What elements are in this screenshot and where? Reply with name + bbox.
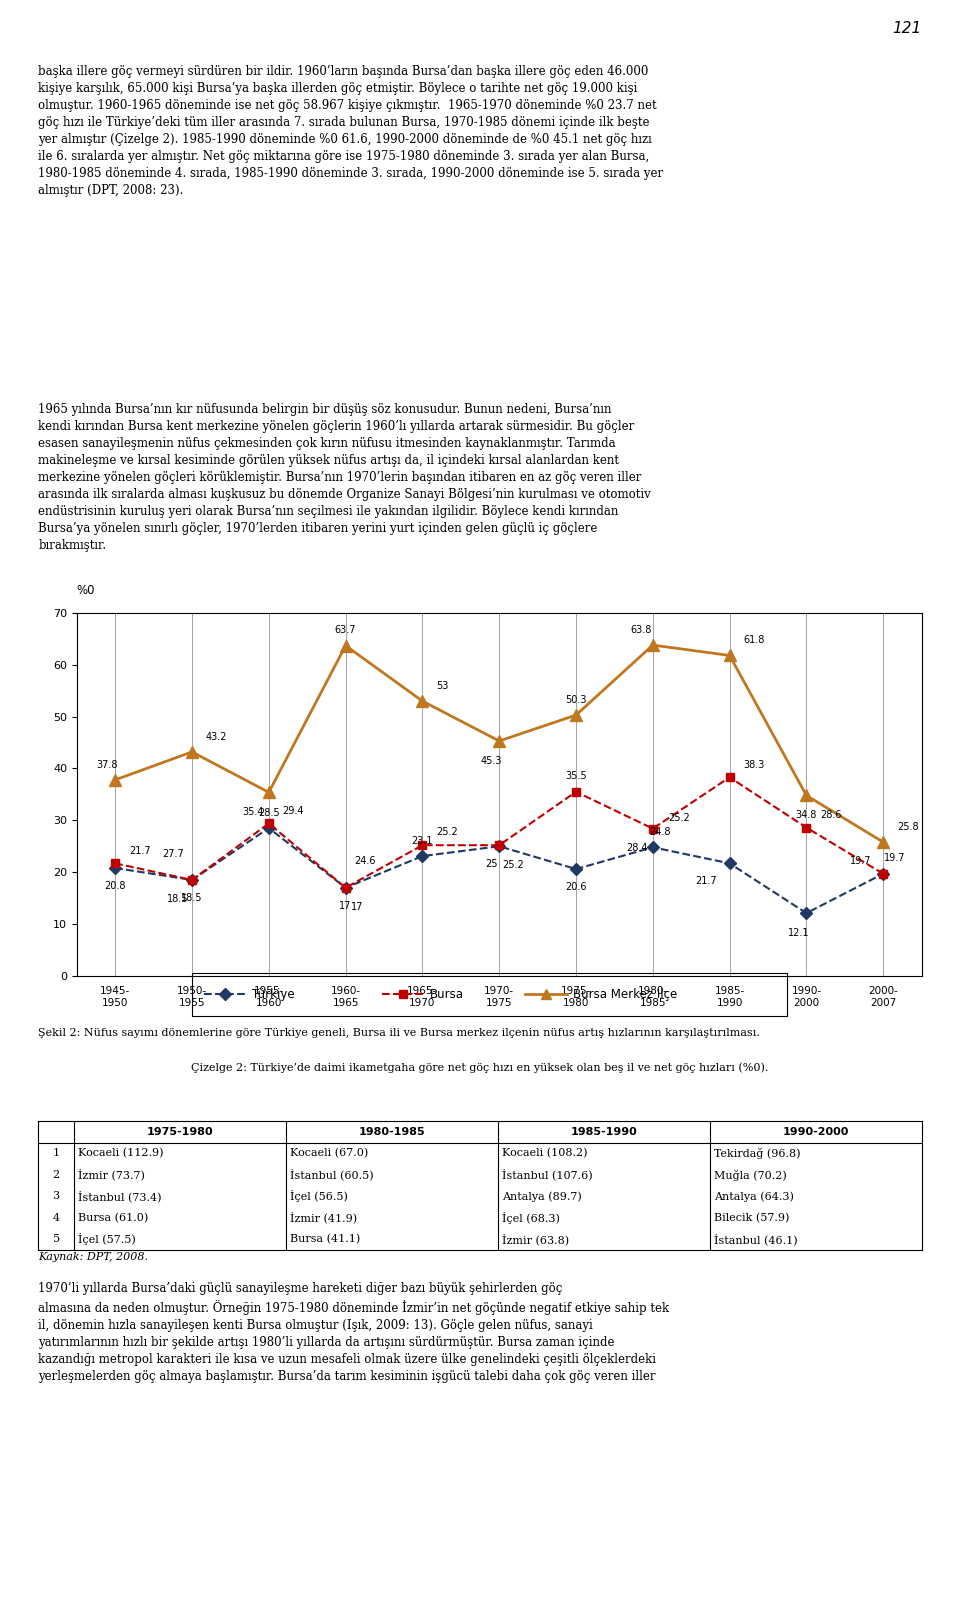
- Text: 25.8: 25.8: [897, 821, 919, 832]
- Text: 19.7: 19.7: [851, 857, 872, 866]
- Text: Antalya (64.3): Antalya (64.3): [714, 1190, 794, 1202]
- Text: Muğla (70.2): Muğla (70.2): [714, 1169, 787, 1181]
- Text: 61.8: 61.8: [743, 636, 765, 645]
- Text: Şekil 2: Nüfus sayımı dönemlerine göre Türkiye geneli, Bursa ili ve Bursa merkez: Şekil 2: Nüfus sayımı dönemlerine göre T…: [38, 1027, 760, 1039]
- Text: Bursa (61.0): Bursa (61.0): [78, 1213, 149, 1223]
- Text: İzmir (63.8): İzmir (63.8): [502, 1234, 569, 1245]
- Text: Bursa Merkez İlçe: Bursa Merkez İlçe: [573, 987, 677, 1002]
- Text: Kaynak: DPT, 2008.: Kaynak: DPT, 2008.: [38, 1252, 149, 1263]
- Text: 45.3: 45.3: [481, 755, 502, 766]
- Text: İçel (68.3): İçel (68.3): [502, 1211, 560, 1224]
- Text: 24.6: 24.6: [354, 857, 375, 866]
- Text: Antalya (89.7): Antalya (89.7): [502, 1190, 582, 1202]
- Text: 43.2: 43.2: [205, 732, 228, 742]
- Text: İzmir (73.7): İzmir (73.7): [78, 1169, 145, 1181]
- Text: İstanbul (60.5): İstanbul (60.5): [290, 1169, 373, 1181]
- Text: 25: 25: [485, 860, 498, 869]
- Text: 2: 2: [53, 1169, 60, 1179]
- Text: Bursa: Bursa: [430, 987, 464, 1002]
- Text: 19.7: 19.7: [884, 853, 905, 863]
- Text: İçel (57.5): İçel (57.5): [78, 1234, 136, 1245]
- Text: 1: 1: [53, 1148, 60, 1158]
- Text: 12.1: 12.1: [788, 927, 809, 937]
- Text: 37.8: 37.8: [97, 760, 118, 769]
- Text: Kocaeli (112.9): Kocaeli (112.9): [78, 1148, 163, 1158]
- Text: 1970’li yıllarda Bursa’daki güçlü sanayileşme hareketi diğer bazı büyük şehirler: 1970’li yıllarda Bursa’daki güçlü sanayi…: [38, 1282, 669, 1382]
- Text: 21.7: 21.7: [129, 845, 151, 855]
- Text: 25.2: 25.2: [436, 827, 458, 837]
- Text: 35.4: 35.4: [243, 806, 264, 816]
- Text: 18.5: 18.5: [181, 894, 203, 903]
- Text: 4: 4: [53, 1213, 60, 1223]
- Text: Kocaeli (67.0): Kocaeli (67.0): [290, 1148, 369, 1158]
- Text: Türkiye: Türkiye: [252, 987, 294, 1002]
- Text: Bilecik (57.9): Bilecik (57.9): [714, 1213, 789, 1223]
- Text: 25.2: 25.2: [502, 860, 524, 869]
- Text: Çizelge 2: Türkiye’de daimi ikametgaha göre net göç hızı en yüksek olan beş il v: Çizelge 2: Türkiye’de daimi ikametgaha g…: [191, 1063, 769, 1073]
- Text: 20.6: 20.6: [565, 882, 587, 892]
- Text: 1975-1980: 1975-1980: [146, 1127, 213, 1137]
- Text: İstanbul (107.6): İstanbul (107.6): [502, 1169, 592, 1181]
- Text: 1985-1990: 1985-1990: [570, 1127, 637, 1137]
- Text: Tekirdağ (96.8): Tekirdağ (96.8): [714, 1147, 801, 1160]
- Text: İzmir (41.9): İzmir (41.9): [290, 1211, 357, 1224]
- Text: 21.7: 21.7: [696, 876, 717, 886]
- Text: 28.5: 28.5: [258, 808, 279, 818]
- Text: 18.5: 18.5: [167, 895, 189, 905]
- Text: İstanbul (73.4): İstanbul (73.4): [78, 1190, 161, 1202]
- Text: 1980-1985: 1980-1985: [358, 1127, 425, 1137]
- Text: 35.5: 35.5: [565, 771, 587, 781]
- Text: 34.8: 34.8: [796, 810, 817, 819]
- Text: 38.3: 38.3: [743, 760, 765, 769]
- Text: 29.4: 29.4: [282, 805, 304, 816]
- Text: 17: 17: [340, 900, 351, 911]
- Text: 24.8: 24.8: [650, 827, 671, 837]
- Text: %0: %0: [77, 584, 95, 597]
- Text: 1990-2000: 1990-2000: [782, 1127, 849, 1137]
- Text: 28.4: 28.4: [627, 844, 648, 853]
- Text: 5: 5: [53, 1234, 60, 1244]
- Text: 23.1: 23.1: [412, 836, 433, 845]
- Text: Bursa (41.1): Bursa (41.1): [290, 1234, 360, 1245]
- Text: başka illere göç vermeyi sürdüren bir ildir. 1960’ların başında Bursa’dan başka : başka illere göç vermeyi sürdüren bir il…: [38, 65, 663, 197]
- Text: 20.8: 20.8: [105, 881, 126, 890]
- Text: İstanbul (46.1): İstanbul (46.1): [714, 1234, 798, 1245]
- Text: 121: 121: [893, 21, 922, 35]
- Text: 3: 3: [53, 1192, 60, 1202]
- Text: 27.7: 27.7: [162, 848, 183, 858]
- Text: 53: 53: [436, 681, 448, 690]
- Text: 17: 17: [351, 902, 363, 913]
- Text: 1965 yılında Bursa’nın kır nüfusunda belirgin bir düşüş söz konusudur. Bunun ned: 1965 yılında Bursa’nın kır nüfusunda bel…: [38, 403, 651, 552]
- Text: 28.6: 28.6: [820, 810, 842, 819]
- Text: 25.2: 25.2: [668, 813, 690, 823]
- Text: 63.7: 63.7: [335, 626, 356, 636]
- Text: 63.8: 63.8: [631, 624, 652, 636]
- Text: 50.3: 50.3: [565, 695, 587, 705]
- Text: İçel (56.5): İçel (56.5): [290, 1190, 348, 1202]
- Text: Kocaeli (108.2): Kocaeli (108.2): [502, 1148, 588, 1158]
